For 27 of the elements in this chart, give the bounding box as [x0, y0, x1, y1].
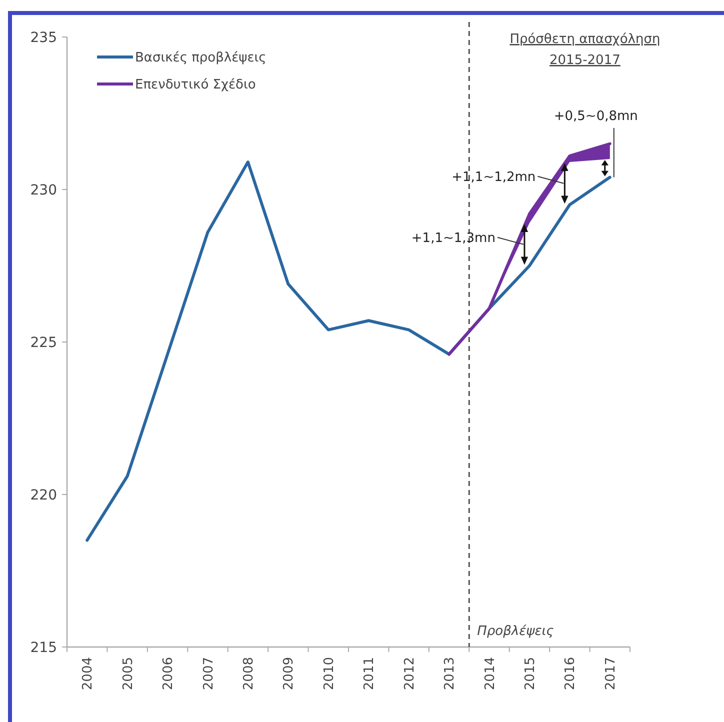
x-tick-label: 2013	[442, 657, 458, 690]
x-tick-label: 2005	[120, 657, 136, 690]
x-tick-label: 2010	[322, 657, 337, 690]
x-tick-label: 2014	[482, 657, 498, 690]
x-tick-label: 2012	[402, 657, 418, 690]
y-tick-label: 215	[30, 640, 57, 656]
x-tick-label: 2008	[242, 657, 257, 690]
y-tick-label: 225	[30, 334, 57, 351]
x-tick-label: 2015	[523, 657, 538, 690]
x-tick-label: 2016	[563, 657, 578, 690]
x-tick-label: 2017	[603, 657, 618, 690]
y-tick-label: 220	[30, 487, 57, 504]
y-tick-label: 230	[30, 182, 57, 198]
legend-label: Επενδυτικό Σχέδιο	[135, 78, 256, 93]
x-tick-label: 2009	[282, 657, 297, 690]
y-tick-label: 235	[30, 30, 57, 46]
legend-label: Βασικές προβλέψεις	[135, 50, 266, 66]
annotation: +1,1~1,2mn	[452, 170, 536, 185]
x-tick-label: 2011	[362, 657, 378, 690]
ref-line-label: Προβλέψεις	[477, 624, 554, 639]
annotation: Πρόσθετη απασχόληση 2015-2017	[510, 32, 660, 68]
x-tick-label: 2007	[201, 657, 216, 690]
x-tick-label: 2006	[161, 657, 176, 690]
x-tick-label: 2004	[80, 657, 96, 690]
line-series	[86, 160, 612, 542]
annotation: +1,1~1,3mn	[411, 230, 496, 246]
annotation: +0,5~0,8mn	[554, 109, 638, 124]
